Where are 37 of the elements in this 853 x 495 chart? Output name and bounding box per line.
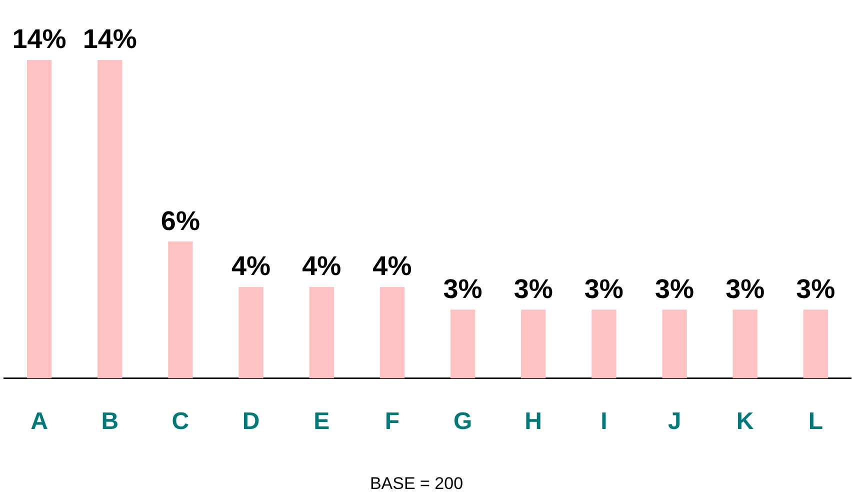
- x-tick-label: J: [668, 408, 682, 436]
- bar: [168, 242, 193, 378]
- bar: [309, 286, 334, 378]
- bar: [98, 60, 122, 378]
- data-label: 4%: [302, 251, 342, 282]
- x-tick-label: L: [808, 408, 824, 436]
- data-label: 3%: [726, 274, 765, 304]
- bar: [592, 310, 616, 378]
- bar: [732, 310, 758, 378]
- bar: [521, 310, 546, 378]
- data-label: 3%: [796, 274, 836, 304]
- x-tick-label: F: [384, 408, 400, 436]
- text: BASE = 200: [370, 474, 464, 494]
- x-tick-label: K: [736, 408, 754, 436]
- x-tick-label: B: [101, 408, 119, 436]
- bar: [380, 286, 405, 378]
- data-label: 6%: [160, 206, 200, 236]
- x-tick-label: D: [242, 408, 260, 436]
- data-label: 4%: [372, 251, 412, 282]
- data-label: 3%: [443, 274, 482, 304]
- bar: [803, 310, 828, 378]
- data-label: 3%: [584, 274, 624, 304]
- bar: [662, 310, 687, 378]
- data-label: 3%: [514, 274, 553, 304]
- x-tick-label: I: [600, 408, 608, 436]
- x-tick-label: A: [30, 408, 48, 436]
- bar: [26, 60, 52, 378]
- x-tick-label: G: [453, 408, 472, 436]
- x-tick-label: H: [524, 408, 542, 436]
- x-tick-label: C: [172, 408, 190, 436]
- bar: [238, 286, 264, 378]
- x-tick-label: E: [314, 408, 330, 436]
- data-label: 3%: [654, 274, 694, 304]
- data-label: 14%: [12, 24, 66, 54]
- data-label: 4%: [232, 251, 271, 282]
- bar: [450, 310, 476, 378]
- data-label: 14%: [82, 24, 137, 54]
